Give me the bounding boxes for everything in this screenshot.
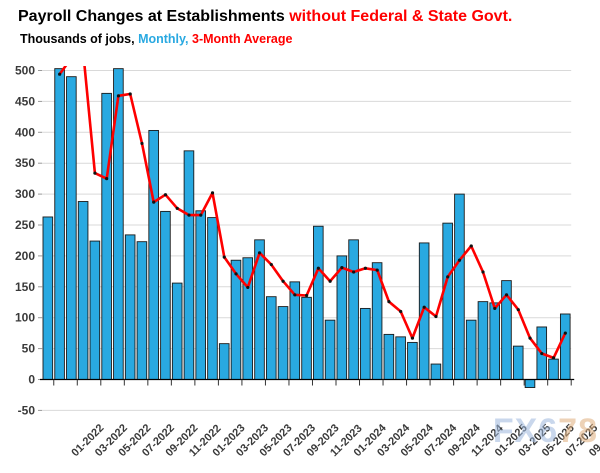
svg-text:300: 300 — [15, 187, 35, 201]
title-red-part: without Federal & State Govt. — [289, 8, 513, 25]
svg-text:200: 200 — [15, 249, 35, 263]
title-black-part: Payroll Changes at Establishments — [18, 8, 290, 25]
page-title: Payroll Changes at Establishments withou… — [18, 8, 512, 26]
svg-text:50: 50 — [22, 342, 36, 356]
svg-text:400: 400 — [15, 125, 35, 139]
legend-3mo-average-label: 3-Month Average — [192, 32, 293, 46]
svg-text:150: 150 — [15, 280, 35, 294]
svg-text:-50: -50 — [18, 403, 36, 417]
svg-text:350: 350 — [15, 156, 35, 170]
svg-text:500: 500 — [15, 64, 35, 78]
svg-text:0: 0 — [28, 373, 35, 387]
svg-text:100: 100 — [15, 311, 35, 325]
legend-monthly-label: Monthly, — [138, 32, 192, 46]
chart-subtitle-legend: Thousands of jobs, Monthly, 3-Month Aver… — [20, 32, 292, 46]
svg-text:250: 250 — [15, 218, 35, 232]
subtitle-units-label: Thousands of jobs, — [20, 32, 139, 46]
svg-text:450: 450 — [15, 94, 35, 108]
